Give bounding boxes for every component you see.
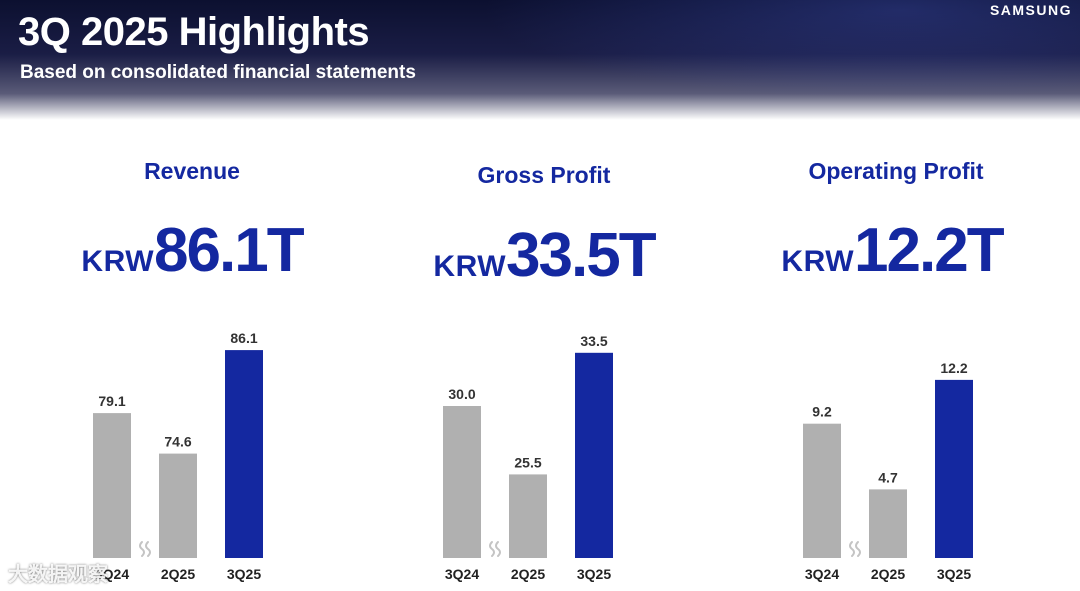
operating-profit-chart: 9.2 3Q24 4.7 2Q25 12.2 3Q25 bbox=[803, 360, 973, 582]
page-title: 3Q 2025 Highlights bbox=[18, 10, 370, 54]
revenue-bar-2q25 bbox=[159, 453, 197, 558]
operating-profit-value-label: 4.7 bbox=[878, 469, 898, 485]
revenue-headline: KRW86.1T bbox=[12, 215, 372, 286]
revenue-tick-label: 3Q24 bbox=[95, 566, 129, 582]
revenue-tick-label: 3Q25 bbox=[227, 566, 261, 582]
gross-profit-value-label: 30.0 bbox=[448, 386, 475, 402]
revenue-currency: KRW bbox=[81, 245, 155, 278]
gross-profit-tick-label: 3Q24 bbox=[445, 566, 479, 582]
operating-profit-value-label: 12.2 bbox=[940, 360, 967, 376]
gross-profit-bar-3q24 bbox=[443, 406, 481, 558]
watermark: 大数据观察 bbox=[8, 562, 108, 586]
gross-profit-chart: 30.0 3Q24 25.5 2Q25 33.5 3Q25 bbox=[443, 333, 613, 582]
gross-profit-title: Gross Profit bbox=[477, 162, 611, 188]
header-glow bbox=[480, 0, 1080, 100]
gross-profit-tick-label: 2Q25 bbox=[511, 566, 545, 582]
revenue-title: Revenue bbox=[144, 158, 240, 184]
operating-profit-axis-break-icon bbox=[849, 541, 861, 557]
operating-profit-currency: KRW bbox=[781, 245, 855, 278]
revenue-value: 86.1T bbox=[154, 216, 305, 285]
revenue-value-label: 74.6 bbox=[164, 434, 191, 450]
operating-profit-tick-label: 3Q24 bbox=[805, 566, 839, 582]
gross-profit-bar-2q25 bbox=[509, 474, 547, 558]
operating-profit-bar-3q25 bbox=[935, 379, 973, 558]
operating-profit-bar-2q25 bbox=[869, 489, 907, 558]
gross-profit-bar-3q25 bbox=[575, 352, 613, 558]
operating-profit-headline: KRW12.2T bbox=[712, 215, 1072, 286]
revenue-value-label: 79.1 bbox=[98, 393, 125, 409]
operating-profit-value: 12.2T bbox=[854, 216, 1005, 285]
gross-profit-value-label: 33.5 bbox=[580, 333, 607, 349]
revenue-bar-3q25 bbox=[225, 350, 263, 558]
operating-profit-title: Operating Profit bbox=[808, 158, 984, 184]
gross-profit-currency: KRW bbox=[433, 250, 507, 283]
revenue-chart: 79.1 3Q24 74.6 2Q25 86.1 3Q25 bbox=[93, 330, 263, 582]
operating-profit-tick-label: 2Q25 bbox=[871, 566, 905, 582]
gross-profit-headline: KRW33.5T bbox=[364, 220, 724, 291]
operating-profit-value-label: 9.2 bbox=[812, 404, 832, 420]
revenue-value-label: 86.1 bbox=[230, 330, 257, 346]
revenue-tick-label: 2Q25 bbox=[161, 566, 195, 582]
page-subtitle: Based on consolidated financial statemen… bbox=[20, 62, 416, 83]
gross-profit-axis-break-icon bbox=[489, 541, 501, 557]
gross-profit-tick-label: 3Q25 bbox=[577, 566, 611, 582]
revenue-bar-3q24 bbox=[93, 413, 131, 558]
gross-profit-value: 33.5T bbox=[506, 221, 657, 290]
revenue-axis-break-icon bbox=[139, 541, 151, 557]
brand-logo: SAMSUNG bbox=[989, 2, 1072, 18]
header-banner: 3Q 2025 Highlights Based on consolidated… bbox=[0, 0, 1080, 120]
operating-profit-bar-3q24 bbox=[803, 423, 841, 558]
gross-profit-value-label: 25.5 bbox=[514, 454, 541, 470]
operating-profit-tick-label: 3Q25 bbox=[937, 566, 971, 582]
